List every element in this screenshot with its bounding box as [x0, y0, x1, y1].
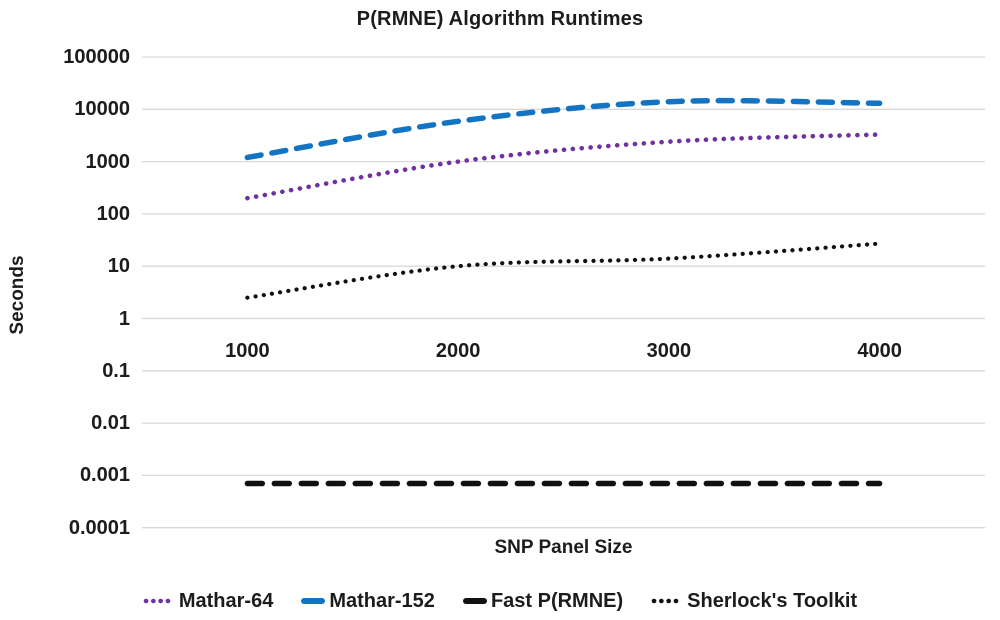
series-line-mathar-64	[245, 132, 882, 201]
dotted-marker-icon	[651, 598, 683, 604]
legend-item-mathar-64: Mathar-64	[143, 590, 273, 613]
x-tick-label: 1000	[225, 340, 270, 362]
x-tick-label: 2000	[435, 340, 481, 362]
legend-label: Mathar-64	[178, 589, 274, 612]
legend: Mathar-64 Mathar-152 Fast P(RMNE) Sherlock'…	[0, 588, 1000, 614]
legend-label: Sherlock's Toolkit	[687, 589, 858, 612]
x-tick-label: 4000	[857, 340, 902, 362]
legend-label: Fast P(RMNE)	[490, 589, 624, 612]
y-tick-label: 0.001	[79, 464, 130, 487]
y-tick-label: 1	[118, 307, 130, 330]
legend-item-mathar-152: Mathar-152	[301, 590, 435, 613]
dotted-marker-icon	[143, 598, 175, 604]
y-tick-label: 0.01	[91, 412, 130, 435]
dash-marker-icon	[301, 598, 326, 604]
x-axis-title: SNP Panel Size	[494, 537, 633, 558]
dash-marker-icon	[462, 598, 487, 604]
x-tick-label: 3000	[646, 340, 692, 362]
y-tick-label: 100	[96, 202, 130, 225]
chart-title: P(RMNE) Algorithm Runtimes	[356, 8, 644, 30]
y-tick-label: 10	[107, 255, 130, 278]
y-tick-label: 10000	[74, 98, 130, 121]
series-lines	[244, 97, 883, 487]
y-tick-label: 0.0001	[68, 516, 130, 539]
gridlines	[142, 56, 985, 529]
y-tick-label: 100000	[63, 46, 130, 68]
y-tick-label: 0.1	[102, 359, 130, 382]
legend-label: Mathar-152	[329, 589, 435, 612]
legend-item-fast-p-rmne: Fast P(RMNE)	[462, 589, 624, 613]
series-line-sherlock-s-toolkit	[245, 241, 882, 300]
y-tick-label: 1000	[85, 150, 131, 173]
legend-item-sherlock-s-toolkit: Sherlock's Toolkit	[651, 590, 857, 613]
